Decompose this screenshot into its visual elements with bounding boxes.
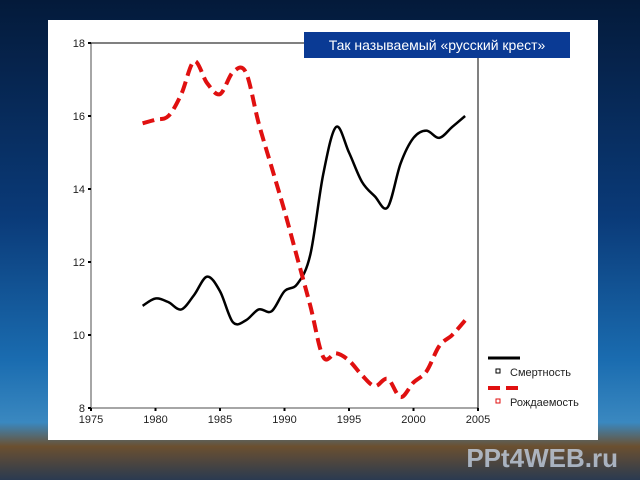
x-tick-label: 1980 <box>143 414 167 426</box>
y-tick-label: 14 <box>73 184 85 196</box>
legend-label: Смертность <box>510 367 571 379</box>
x-tick-label: 1990 <box>272 414 296 426</box>
legend-marker <box>495 368 501 374</box>
chart-title: Так называемый «русский крест» <box>304 32 570 58</box>
x-tick-label: 1975 <box>79 414 103 426</box>
watermark: PPt4WEB.ru <box>466 443 618 473</box>
legend-marker <box>495 398 501 404</box>
y-tick-label: 18 <box>73 38 85 50</box>
x-tick-label: 1995 <box>337 414 361 426</box>
y-tick-label: 16 <box>73 111 85 123</box>
x-tick-label: 2005 <box>466 414 490 426</box>
y-tick-label: 12 <box>73 257 85 269</box>
y-tick-label: 10 <box>73 330 85 342</box>
series-line-birth-rate <box>142 59 467 400</box>
legend-label: Рождаемость <box>510 397 579 409</box>
slide-panel: 1975 1980 1985 1990 1995 2000 2005 8 10 12 14 16 18 … <box>48 20 598 440</box>
x-tick-label: 1985 <box>208 414 232 426</box>
x-tick-label: 2000 <box>401 414 425 426</box>
series-line-mortality <box>141 115 466 326</box>
y-tick-label: 8 <box>79 403 85 415</box>
line-chart: 1975 1980 1985 1990 1995 2000 200581012141618 … <box>73 38 579 426</box>
